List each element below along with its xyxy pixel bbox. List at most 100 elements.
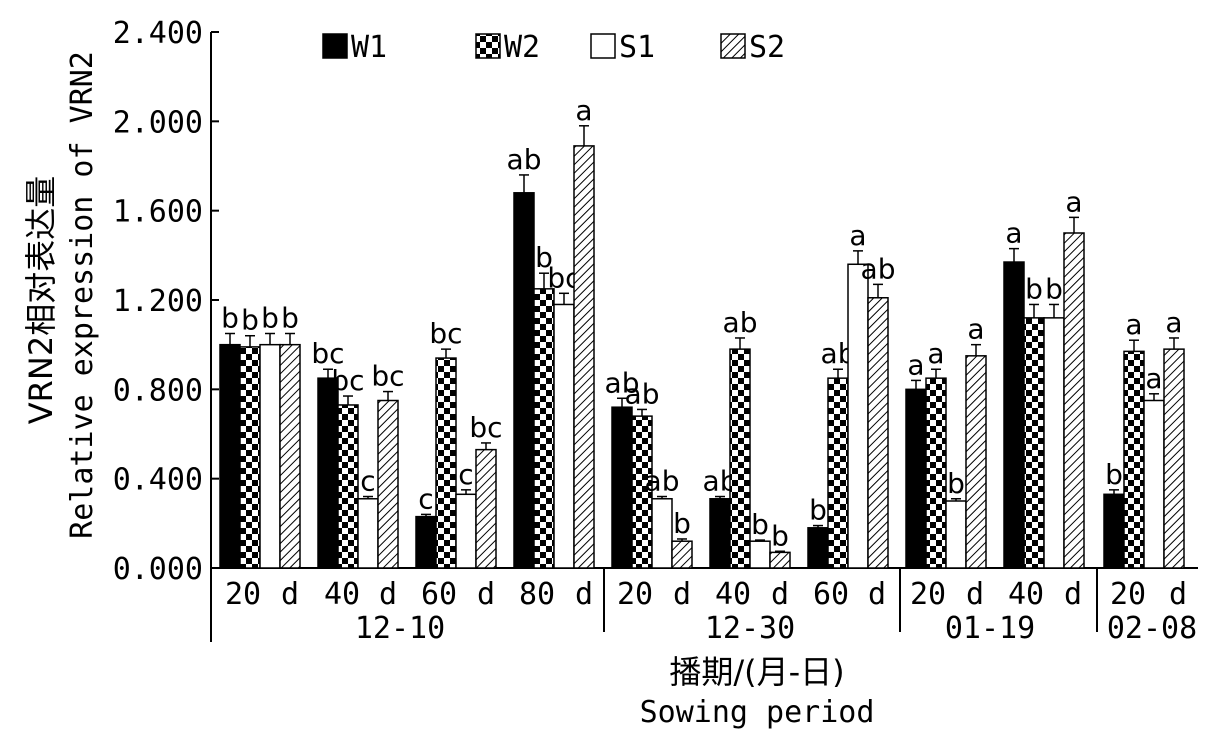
significance-label: a — [967, 313, 984, 346]
significance-label: a — [1165, 306, 1182, 339]
significance-label: b — [1025, 272, 1043, 305]
x-group-label: 01-19 — [945, 611, 1035, 646]
y-tick-label: 0.800 — [113, 373, 203, 408]
significance-label: bc — [429, 317, 462, 350]
significance-label: bc — [311, 337, 344, 370]
x-axis-label-cn: 播期/(月-日) — [669, 653, 844, 691]
bar-s2 — [573, 145, 595, 569]
bar-w2 — [1123, 350, 1145, 569]
significance-label: ab — [861, 252, 896, 285]
x-tick-unit: d — [1169, 577, 1187, 612]
bar-w2 — [435, 357, 457, 569]
x-tick-unit: d — [966, 577, 984, 612]
x-tick-unit: d — [379, 577, 397, 612]
axes: 0.000 0.400 0.800 1.200 1.600 2.000 2.400 20 d 40… — [113, 16, 1198, 646]
significance-label: bc — [469, 411, 502, 444]
significance-label: c — [360, 465, 375, 498]
significance-label: b — [221, 302, 239, 335]
significance-label: a — [907, 348, 924, 381]
significance-label: b — [281, 302, 299, 335]
significance-label: bc — [331, 364, 364, 397]
x-tick-label: 40 — [324, 577, 360, 612]
significance-label: c — [418, 482, 433, 515]
x-tick-label: 60 — [421, 577, 457, 612]
bar-s2 — [475, 448, 497, 569]
significance-label: b — [751, 508, 769, 541]
legend-swatch-w2 — [475, 33, 501, 59]
significance-label: bc — [371, 360, 404, 393]
bar-w2 — [239, 346, 261, 569]
bar-s1 — [749, 540, 771, 569]
bar-w1 — [1003, 261, 1025, 569]
significance-label: a — [1005, 217, 1022, 250]
bar-w2 — [337, 404, 359, 569]
significance-label: a — [1145, 362, 1162, 395]
bar-w1 — [611, 406, 633, 569]
significance-label: b — [947, 467, 965, 500]
x-tick-label: 60 — [813, 577, 849, 612]
bar-s1 — [259, 343, 281, 569]
bar-w1 — [905, 388, 927, 569]
bar-s1 — [553, 303, 575, 569]
y-axis-label-en: Relative expression of VRN2 — [65, 51, 100, 539]
significance-label: b — [1045, 272, 1063, 305]
legend-swatch-s1 — [590, 33, 616, 59]
significance-label: a — [1065, 185, 1082, 218]
x-tick-label: 20 — [910, 577, 946, 612]
y-axis-label-cn: VRN2相对表达量 — [22, 176, 60, 424]
bar-s2 — [377, 399, 399, 569]
y-tick-label: 0.400 — [113, 463, 203, 498]
significance-label: a — [927, 337, 944, 370]
significance-label: a — [575, 94, 592, 127]
bar-w1 — [219, 343, 241, 569]
significance-label: ab — [723, 306, 758, 339]
bar-s2 — [279, 343, 301, 569]
bar-w2 — [533, 288, 555, 569]
x-tick-label: 80 — [519, 577, 555, 612]
x-group-label: 02-08 — [1107, 611, 1197, 646]
bar-w1 — [317, 377, 339, 569]
bar-s2 — [1063, 232, 1085, 569]
bar-w1 — [1103, 493, 1125, 569]
x-tick-unit: d — [868, 577, 886, 612]
x-tick-unit: d — [575, 577, 593, 612]
bar-s1 — [651, 498, 673, 569]
significance-label: ab — [507, 143, 542, 176]
bar-s1 — [945, 500, 967, 569]
legend-label-s2: S2 — [749, 30, 785, 65]
y-tick-label: 0.000 — [113, 552, 203, 587]
bar-s1 — [455, 493, 477, 569]
x-tick-unit: d — [1064, 577, 1082, 612]
bar-w1 — [709, 498, 731, 569]
axis-labels: VRN2相对表达量 Relative expression of VRN2 播期… — [22, 51, 874, 730]
x-tick-unit: d — [281, 577, 299, 612]
x-tick-label: 40 — [1008, 577, 1044, 612]
significance-label: a — [1125, 308, 1142, 341]
bar-w2 — [925, 377, 947, 569]
bar-w1 — [513, 192, 535, 569]
bar-s1 — [1043, 317, 1065, 569]
y-tick-label: 2.000 — [113, 105, 203, 140]
significance-label: b — [809, 494, 827, 527]
bar-w2 — [827, 377, 849, 569]
significance-label: ab — [645, 465, 680, 498]
bar-s1 — [847, 263, 869, 569]
bar-s2 — [965, 355, 987, 569]
x-tick-label: 20 — [1110, 577, 1146, 612]
bar-w1 — [415, 515, 437, 569]
legend-label-s1: S1 — [619, 30, 655, 65]
x-tick-label: 20 — [617, 577, 653, 612]
bar-s2 — [1163, 348, 1185, 569]
legend-label-w2: W2 — [504, 30, 540, 65]
y-tick-label: 1.600 — [113, 195, 203, 230]
x-group-label: 12-10 — [355, 611, 445, 646]
significance-label: c — [458, 458, 473, 491]
bar-s1 — [1143, 399, 1165, 569]
x-tick-label: 20 — [225, 577, 261, 612]
x-axis-label-en: Sowing period — [640, 695, 875, 730]
bar-w2 — [1023, 317, 1045, 569]
legend-swatch-s2 — [720, 33, 746, 59]
legend-label-w1: W1 — [351, 30, 387, 65]
